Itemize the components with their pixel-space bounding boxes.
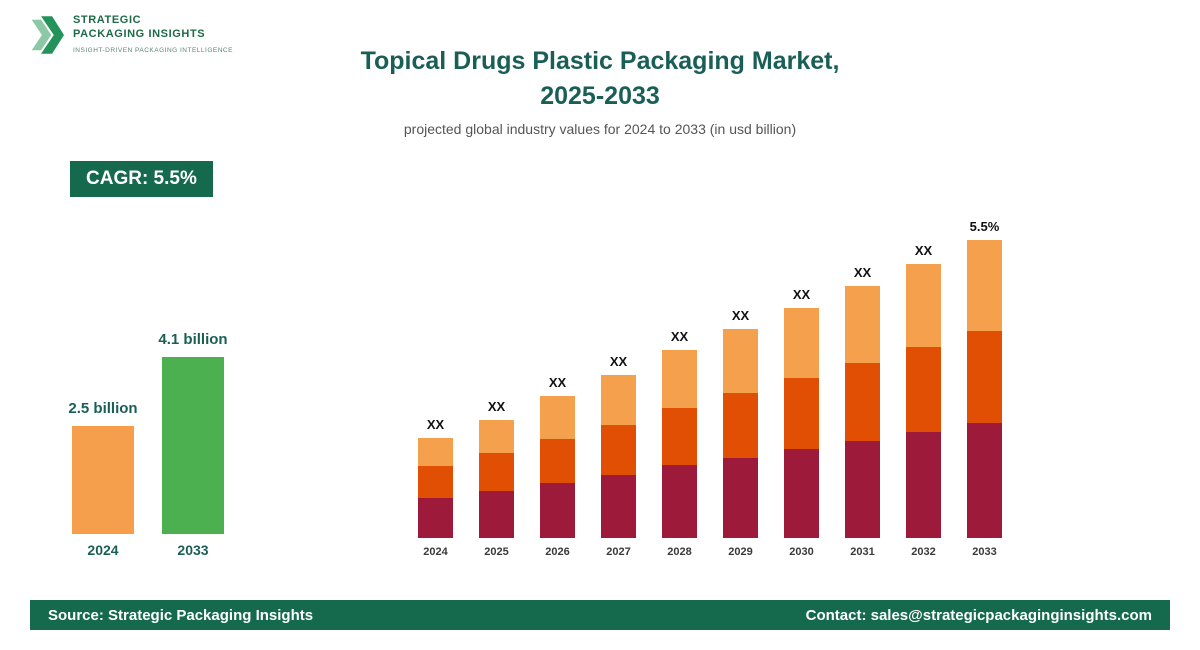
segment-top <box>723 329 758 393</box>
bar-year-label: 2029 <box>728 546 753 558</box>
segment-middle <box>845 363 880 441</box>
bar-year-label: 2024 <box>423 546 448 558</box>
segment-bottom <box>723 458 758 538</box>
bar-year-label: 2026 <box>545 546 570 558</box>
page-title-line1: Topical Drugs Plastic Packaging Market, <box>360 47 840 75</box>
bar-value-label: XX <box>914 243 933 258</box>
segment-middle <box>479 453 514 491</box>
logo-chevron-icon <box>30 14 64 56</box>
brand-logo: STRATEGIC PACKAGING INSIGHTS INSIGHT-DRI… <box>30 14 233 56</box>
segment-bottom <box>784 449 819 538</box>
bar-value-label: XX <box>670 329 689 344</box>
segment-bottom <box>479 491 514 538</box>
stacked-bar <box>540 396 575 538</box>
cagr-badge: CAGR: 5.5% <box>70 161 213 197</box>
footer-bar: Source: Strategic Packaging Insights Con… <box>30 600 1170 630</box>
bar-value-label: XX <box>731 308 750 323</box>
segment-bottom <box>418 498 453 538</box>
summary-value-label: 2.5 billion <box>68 400 138 417</box>
summary-chart: 2.5 billion 2024 4.1 billion 2033 <box>68 331 227 558</box>
stacked-bar <box>479 420 514 538</box>
stacked-bar-group-2024: XX 2024 <box>418 417 453 558</box>
bar-value-label: XX <box>426 417 445 432</box>
segment-top <box>601 375 636 425</box>
summary-bar <box>72 426 134 534</box>
logo-text: STRATEGIC PACKAGING INSIGHTS INSIGHT-DRI… <box>73 14 233 54</box>
segment-middle <box>784 378 819 449</box>
bar-year-label: 2027 <box>606 546 631 558</box>
bar-value-label: XX <box>609 354 628 369</box>
stacked-bar-group-2026: XX 2026 <box>540 375 575 558</box>
segment-middle <box>540 439 575 483</box>
summary-year-label: 2033 <box>177 542 209 558</box>
segment-bottom <box>540 483 575 538</box>
segment-top <box>906 264 941 347</box>
stacked-bar-group-2027: XX 2027 <box>601 354 636 558</box>
stacked-bar <box>845 286 880 538</box>
segment-top <box>967 240 1002 331</box>
stacked-bar-group-2032: XX 2032 <box>906 243 941 558</box>
stacked-bar <box>601 375 636 538</box>
segment-bottom <box>906 432 941 538</box>
segment-middle <box>662 408 697 465</box>
summary-bar <box>162 357 224 534</box>
logo-tagline: INSIGHT-DRIVEN PACKAGING INTELLIGENCE <box>73 46 233 54</box>
bar-value-label: XX <box>548 375 567 390</box>
bar-year-label: 2030 <box>789 546 814 558</box>
page-title-line2: 2025-2033 <box>540 82 660 110</box>
footer-contact: Contact: sales@strategicpackaginginsight… <box>805 606 1152 624</box>
segment-middle <box>418 466 453 498</box>
stacked-bar-group-2025: XX 2025 <box>479 399 514 558</box>
segment-middle <box>967 331 1002 423</box>
stacked-bar <box>906 264 941 538</box>
stacked-bar-group-2028: XX 2028 <box>662 329 697 558</box>
stacked-bar-group-2031: XX 2031 <box>845 265 880 558</box>
segment-bottom <box>662 465 697 538</box>
footer-source: Source: Strategic Packaging Insights <box>48 606 314 624</box>
segment-bottom <box>601 475 636 538</box>
page-subtitle: projected global industry values for 202… <box>403 121 797 137</box>
bar-year-label: 2025 <box>484 546 509 558</box>
segment-top <box>784 308 819 378</box>
logo-name-line2: PACKAGING INSIGHTS <box>73 27 206 40</box>
bar-value-label: 5.5% <box>969 219 1000 234</box>
stacked-bar-group-2033: 5.5% 2033 <box>967 219 1002 558</box>
bar-year-label: 2033 <box>972 546 997 558</box>
stacked-bar-group-2029: XX 2029 <box>723 308 758 558</box>
summary-value-label: 4.1 billion <box>158 331 228 348</box>
stacked-bar-group-2030: XX 2030 <box>784 287 819 558</box>
stacked-bar <box>418 438 453 538</box>
stacked-bar <box>967 240 1002 538</box>
bar-value-label: XX <box>487 399 506 414</box>
segment-top <box>540 396 575 439</box>
segment-top <box>662 350 697 408</box>
logo-name-line1: STRATEGIC <box>73 14 142 26</box>
bar-value-label: XX <box>853 265 872 280</box>
stacked-bar <box>723 329 758 538</box>
segment-middle <box>723 393 758 458</box>
summary-bar-group-2024: 2.5 billion 2024 <box>68 400 137 558</box>
segment-middle <box>601 425 636 475</box>
bar-value-label: XX <box>792 287 811 302</box>
segment-top <box>845 286 880 363</box>
summary-year-label: 2024 <box>87 542 119 558</box>
header: Topical Drugs Plastic Packaging Market, … <box>0 44 1200 137</box>
summary-bar-group-2033: 4.1 billion 2033 <box>158 331 227 558</box>
bar-year-label: 2031 <box>850 546 875 558</box>
main-chart: XX 2024 XX 2025 XX 2026 XX 2027 XX 2028 XX 2029 XX 20… <box>418 219 1002 558</box>
segment-bottom <box>845 441 880 538</box>
stacked-bar <box>662 350 697 538</box>
segment-bottom <box>967 423 1002 538</box>
segment-top <box>479 420 514 453</box>
stacked-bar <box>784 308 819 538</box>
bar-year-label: 2028 <box>667 546 692 558</box>
bar-year-label: 2032 <box>911 546 936 558</box>
segment-top <box>418 438 453 466</box>
segment-middle <box>906 347 941 432</box>
